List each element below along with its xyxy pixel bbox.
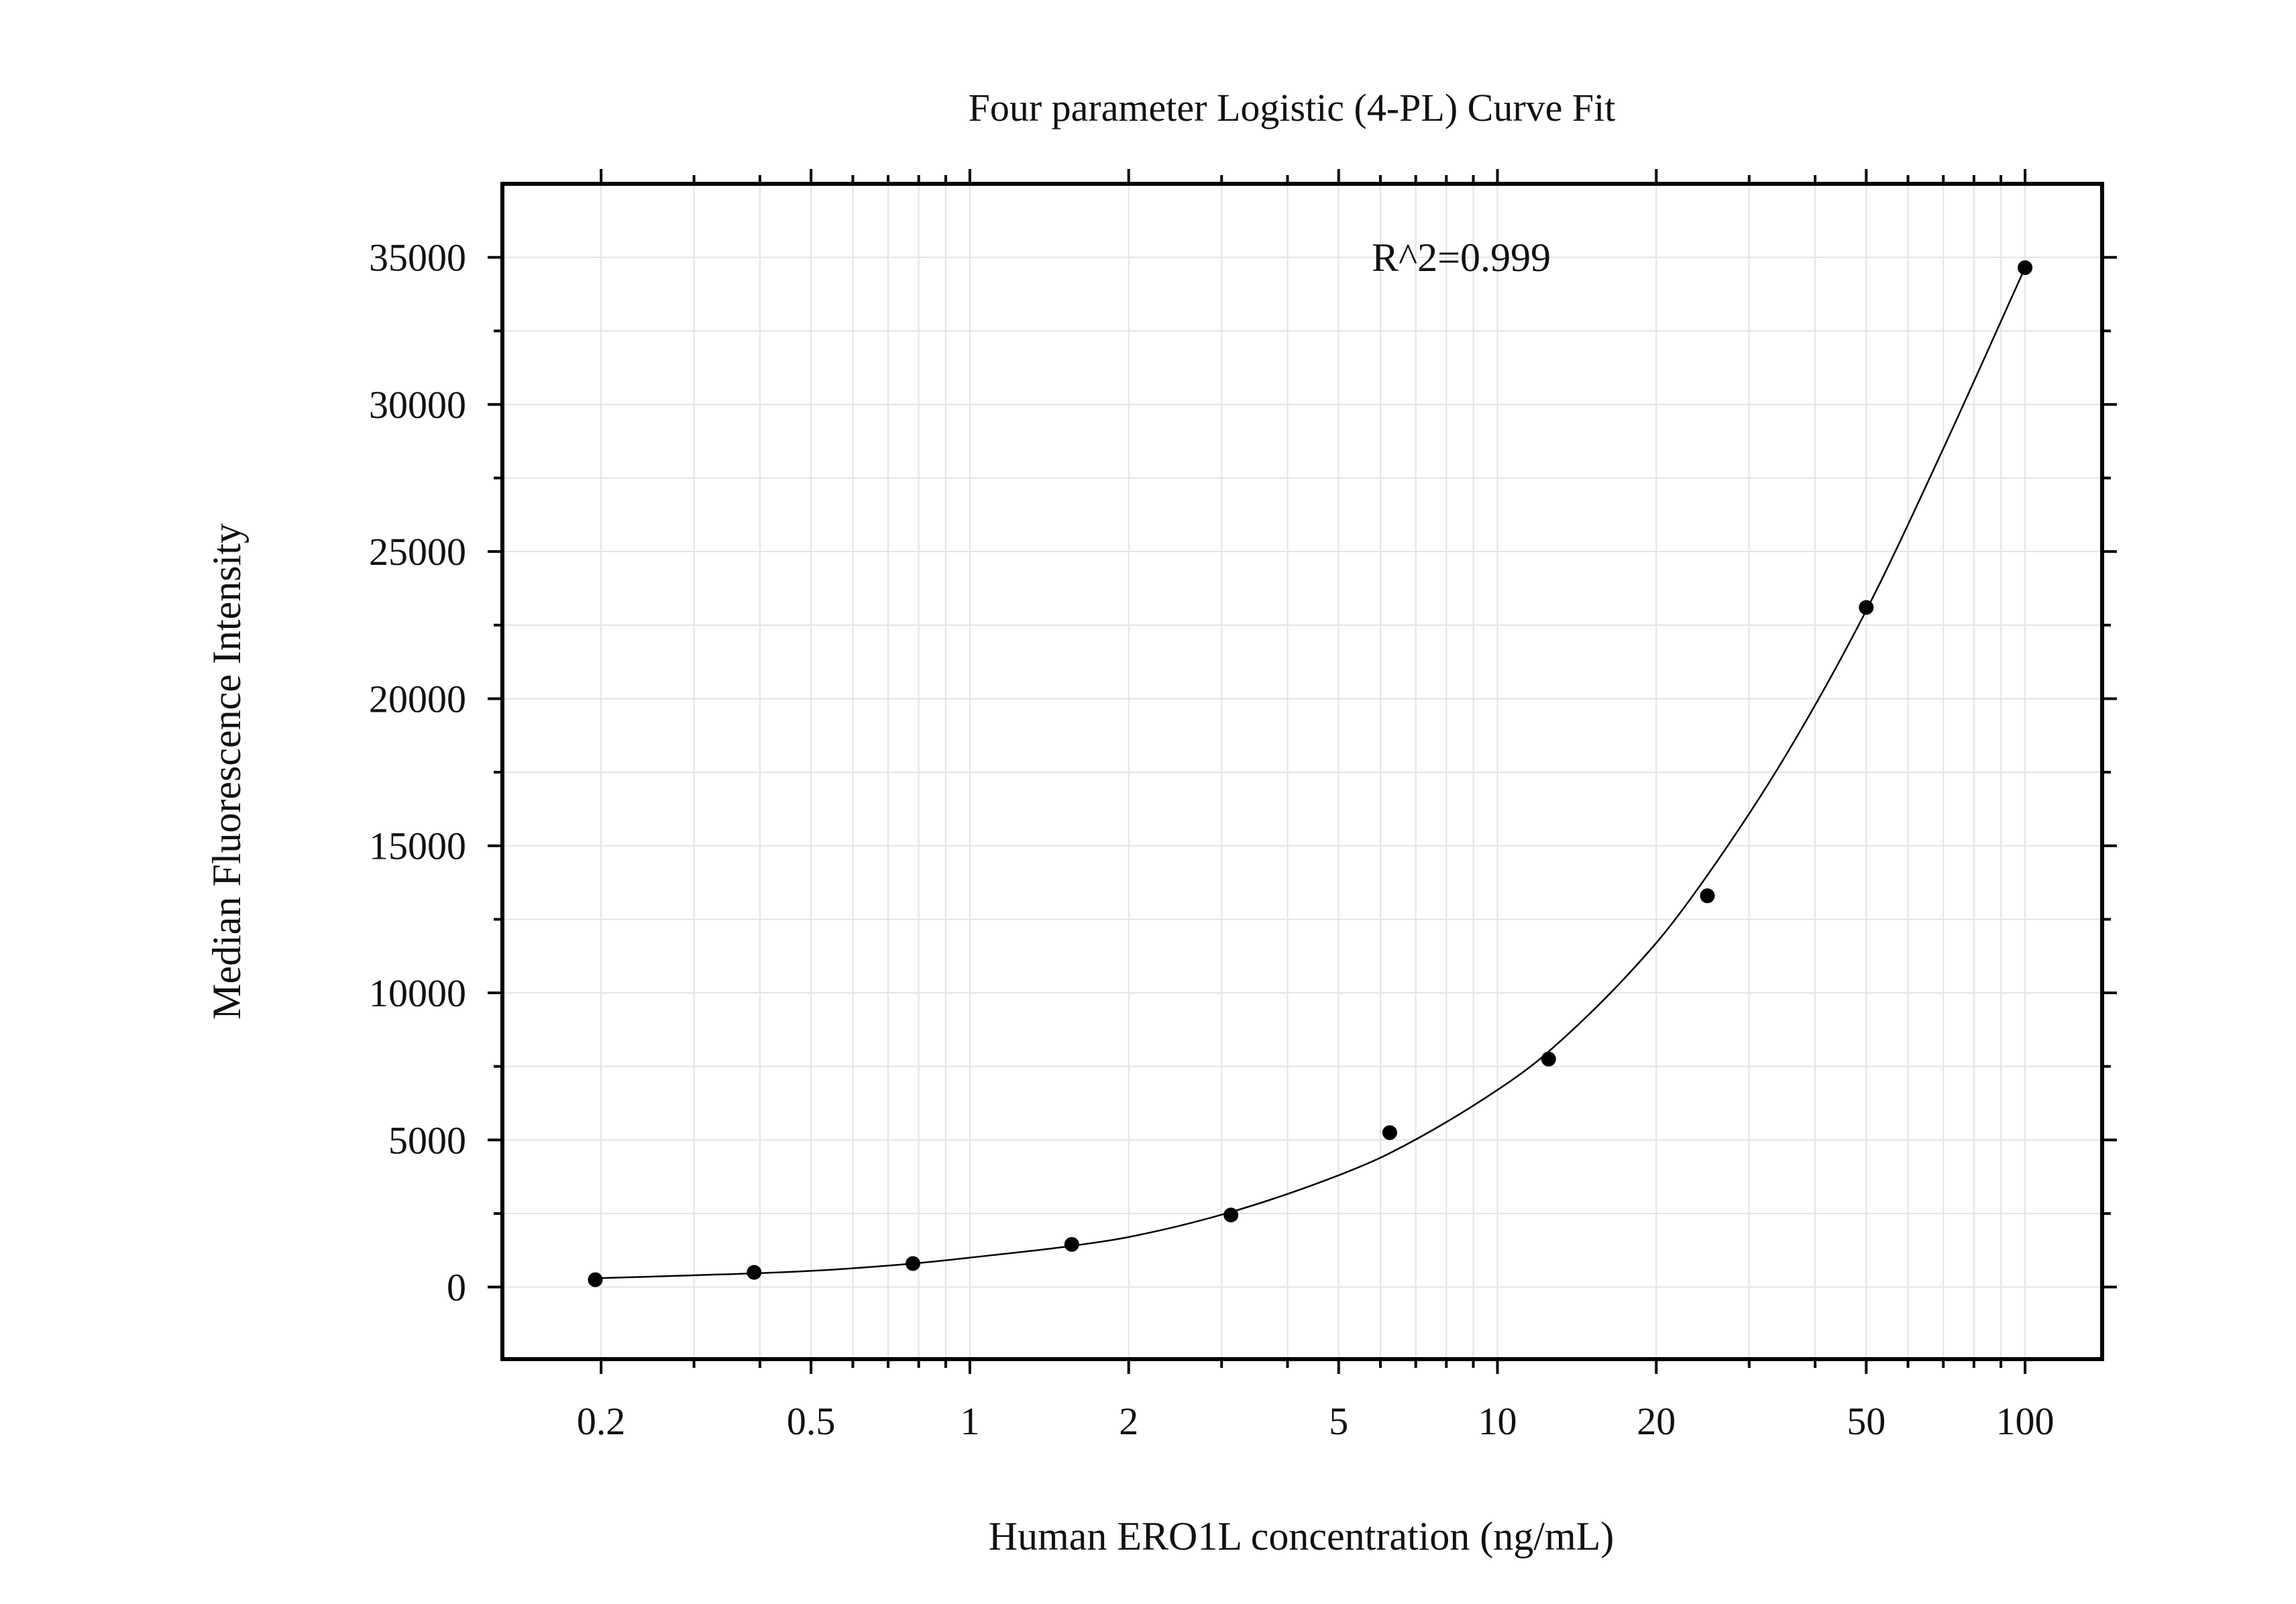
data-point bbox=[2018, 260, 2033, 275]
x-tick-label: 0.5 bbox=[787, 1399, 836, 1443]
y-tick-labels: 0 5000 10000 15000 20000 25000 30000 35000 bbox=[369, 236, 466, 1309]
data-point bbox=[1541, 1051, 1556, 1067]
x-tick-label: 0.2 bbox=[577, 1399, 626, 1443]
chart-title: Four parameter Logistic (4-PL) Curve Fit bbox=[969, 86, 1616, 129]
fit-curve bbox=[595, 267, 2026, 1279]
plot-frame bbox=[500, 182, 2104, 1361]
data-point bbox=[1064, 1236, 1079, 1252]
data-point bbox=[1382, 1125, 1397, 1140]
y-tick-label: 15000 bbox=[369, 824, 466, 868]
x-tick-label: 20 bbox=[1637, 1399, 1676, 1443]
x-tick-label: 1 bbox=[960, 1399, 979, 1443]
y-tick-label: 30000 bbox=[369, 383, 466, 427]
x-tick-labels: 0.2 0.5 1 2 5 10 20 50 100 bbox=[577, 1399, 2055, 1443]
y-tick-label: 35000 bbox=[369, 236, 466, 280]
data-point bbox=[747, 1265, 762, 1280]
y-tick-label: 20000 bbox=[369, 677, 466, 720]
x-tick-label: 100 bbox=[1996, 1399, 2055, 1443]
data-point bbox=[1700, 888, 1715, 904]
y-axis-label: Median Fluorescence Intensity bbox=[205, 523, 249, 1020]
y-tick-label: 25000 bbox=[369, 530, 466, 574]
axis-ticks bbox=[488, 169, 2117, 1374]
x-axis-label: Human ERO1L concentration (ng/mL) bbox=[989, 1514, 1615, 1558]
y-tick-label: 5000 bbox=[388, 1118, 466, 1162]
data-point bbox=[1223, 1208, 1239, 1223]
data-point bbox=[588, 1272, 603, 1287]
y-tick-label: 10000 bbox=[369, 971, 466, 1015]
x-tick-label: 5 bbox=[1329, 1399, 1348, 1443]
fit-curve-layer bbox=[595, 267, 2026, 1279]
data-point bbox=[906, 1256, 921, 1271]
x-tick-label: 10 bbox=[1478, 1399, 1517, 1443]
y-tick-label: 0 bbox=[447, 1266, 466, 1309]
x-tick-label: 2 bbox=[1119, 1399, 1138, 1443]
grid-lines bbox=[502, 184, 2102, 1359]
x-tick-label: 50 bbox=[1847, 1399, 1885, 1443]
data-point bbox=[1859, 600, 1874, 615]
data-points bbox=[588, 260, 2033, 1287]
r-squared-annotation: R^2=0.999 bbox=[1372, 235, 1551, 280]
